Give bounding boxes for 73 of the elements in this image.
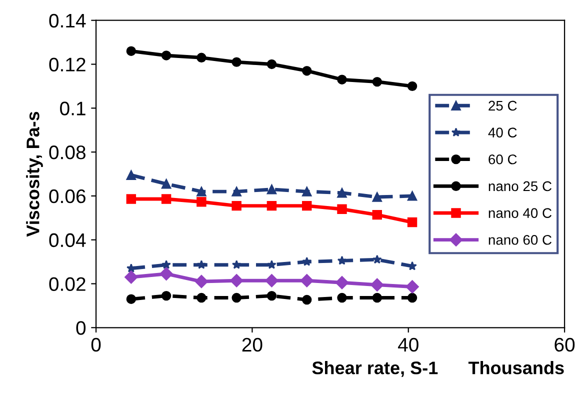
y-tick-label: 0.12 bbox=[49, 58, 86, 72]
point bbox=[126, 264, 136, 272]
point bbox=[337, 74, 347, 84]
point bbox=[407, 217, 418, 228]
point bbox=[337, 188, 347, 198]
point bbox=[194, 274, 208, 288]
point bbox=[161, 179, 172, 189]
point bbox=[407, 292, 418, 303]
y-tick-label: 0.1 bbox=[60, 102, 86, 116]
legend-label: nano 60 C bbox=[488, 234, 552, 245]
point bbox=[372, 76, 382, 87]
x-tick-label: 20 bbox=[242, 338, 262, 352]
x-tick-label: 40 bbox=[398, 338, 418, 352]
point bbox=[407, 191, 418, 201]
point bbox=[126, 170, 136, 180]
point bbox=[266, 59, 277, 70]
y-tick-label: 0.04 bbox=[49, 233, 86, 248]
y-tick-label: 0 bbox=[76, 321, 86, 335]
x-tick-label: 0 bbox=[91, 338, 101, 352]
point bbox=[406, 280, 419, 294]
point bbox=[335, 276, 349, 290]
point bbox=[196, 197, 206, 207]
point bbox=[161, 50, 172, 60]
point bbox=[196, 292, 206, 303]
legend-label: nano 25 C bbox=[488, 181, 552, 192]
point bbox=[266, 200, 277, 211]
point bbox=[196, 52, 206, 63]
point bbox=[232, 292, 242, 303]
point bbox=[232, 57, 242, 67]
x-tick-label: 60 bbox=[554, 338, 575, 352]
point bbox=[232, 186, 242, 196]
point bbox=[196, 186, 206, 196]
legend-label: nano 40 C bbox=[488, 208, 552, 218]
point bbox=[372, 192, 382, 202]
y-tick-label: 0.02 bbox=[49, 277, 86, 291]
point bbox=[266, 184, 277, 194]
point bbox=[160, 267, 173, 280]
point bbox=[300, 274, 314, 288]
legend-label: 60 C bbox=[488, 154, 517, 164]
point bbox=[337, 292, 347, 303]
point bbox=[370, 278, 384, 292]
point bbox=[162, 260, 171, 269]
point bbox=[266, 290, 277, 301]
point bbox=[126, 46, 136, 56]
point bbox=[302, 66, 312, 76]
point bbox=[161, 194, 172, 204]
point bbox=[372, 292, 382, 303]
point bbox=[232, 200, 242, 211]
point bbox=[302, 294, 312, 305]
point bbox=[337, 204, 347, 214]
point bbox=[126, 294, 136, 304]
y-tick-label: 0.14 bbox=[49, 14, 86, 28]
x-axis-title: Shear rate, S-1 Thousands bbox=[312, 361, 564, 377]
y-tick-label: 0.08 bbox=[49, 146, 86, 160]
point bbox=[230, 274, 244, 288]
y-axis-title: Viscosity, Pa-s bbox=[26, 112, 43, 237]
point bbox=[337, 256, 347, 265]
point bbox=[232, 260, 242, 269]
point bbox=[302, 200, 312, 211]
legend-label: 40 C bbox=[488, 128, 517, 138]
point bbox=[265, 274, 278, 288]
point bbox=[302, 256, 312, 266]
point bbox=[302, 186, 312, 196]
point bbox=[124, 270, 138, 284]
point bbox=[161, 290, 172, 301]
legend-label: 25 C bbox=[488, 100, 517, 111]
point bbox=[126, 194, 136, 204]
point bbox=[196, 260, 206, 269]
point bbox=[372, 210, 382, 220]
point bbox=[267, 260, 276, 269]
point bbox=[407, 81, 418, 92]
point bbox=[372, 254, 382, 264]
y-tick-label: 0.06 bbox=[49, 189, 86, 204]
